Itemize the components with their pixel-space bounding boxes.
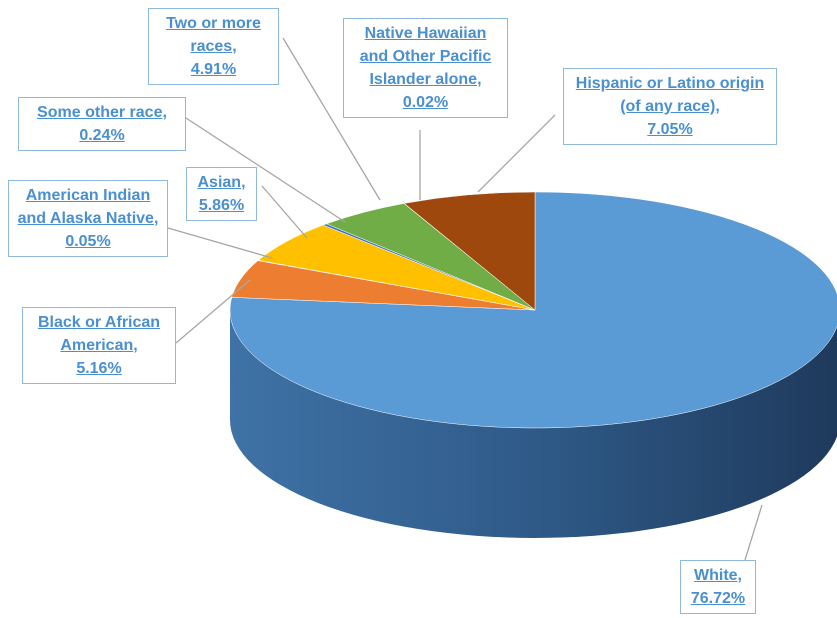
- label-text: Native Hawaiian and Other Pacific Island…: [359, 25, 492, 88]
- label-text: ,: [477, 71, 482, 88]
- label-text: ,: [153, 210, 159, 227]
- label-text: Asian: [197, 174, 242, 191]
- pie: [229, 191, 837, 538]
- data-label: Hispanic or Latino origin (of any race),…: [563, 68, 777, 145]
- label-text: 5.16%: [76, 360, 122, 377]
- data-label: Two or more races, 4.91%: [148, 8, 279, 85]
- label-text: 5.86%: [198, 197, 245, 214]
- data-label: Black or African American, 5.16%: [22, 307, 176, 384]
- data-label: White, 76.72%: [680, 560, 756, 614]
- label-text: ,: [133, 337, 138, 354]
- leader-line: [744, 504, 763, 561]
- leader-line: [175, 279, 251, 344]
- data-label: Native Hawaiian and Other Pacific Island…: [343, 18, 508, 118]
- label-text: 76.72%: [690, 590, 746, 607]
- label-text: 0.24%: [79, 127, 125, 144]
- pie-slice: [403, 191, 536, 311]
- leader-line: [477, 114, 556, 193]
- leader-line: [167, 227, 273, 259]
- leader-line: [185, 117, 346, 223]
- label-text: ,: [232, 38, 237, 55]
- label-text: White: [694, 567, 738, 584]
- label-text: ,: [715, 98, 720, 115]
- label-text: Black or African American: [37, 314, 161, 354]
- data-label: American Indian and Alaska Native, 0.05%: [8, 180, 168, 257]
- label-text: ,: [737, 567, 742, 584]
- leader-line: [282, 37, 381, 201]
- leader-line: [261, 185, 308, 239]
- label-text: ,: [241, 174, 246, 191]
- label-text: 0.05%: [65, 233, 111, 250]
- label-text: 4.91%: [190, 61, 237, 78]
- label-text: Hispanic or Latino origin (of any race): [575, 75, 765, 115]
- label-text: 0.02%: [402, 94, 449, 111]
- label-text: 7.05%: [647, 121, 693, 138]
- label-text: Two or more races: [166, 15, 261, 55]
- label-text: ,: [162, 104, 167, 121]
- label-text: American Indian and Alaska Native: [17, 187, 154, 227]
- data-label: Asian, 5.86%: [186, 167, 257, 221]
- data-label: Some other race, 0.24%: [18, 97, 186, 151]
- label-text: Some other race: [37, 104, 163, 121]
